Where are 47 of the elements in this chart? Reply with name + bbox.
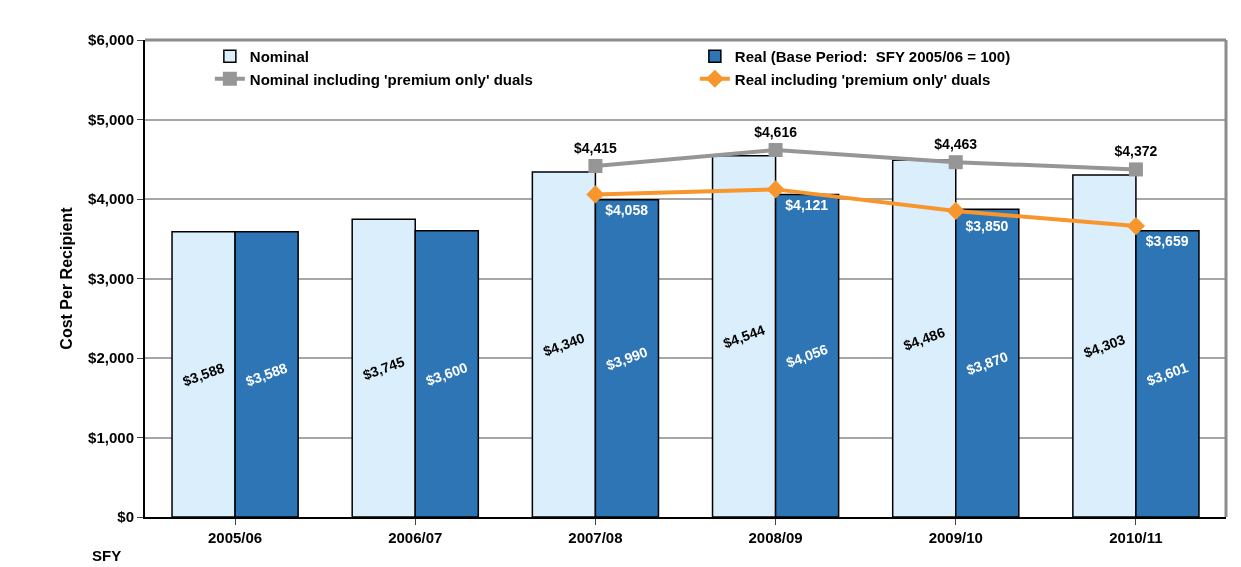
y-tick-label: $2,000 bbox=[88, 349, 134, 367]
data-label: $3,659 bbox=[1145, 233, 1189, 250]
point bbox=[1128, 162, 1143, 177]
x-axis-title: SFY bbox=[92, 547, 122, 564]
x-tick-label: 2007/08 bbox=[568, 529, 623, 546]
y-tick-label: $5,000 bbox=[88, 110, 134, 128]
point bbox=[586, 185, 605, 204]
y-tick-label: $3,000 bbox=[88, 269, 134, 287]
data-label: $3,588 bbox=[243, 359, 290, 390]
legend-label: Real including 'premium only' duals bbox=[734, 70, 991, 88]
y-tick-label: $0 bbox=[117, 508, 134, 526]
x-tick-label: 2005/06 bbox=[207, 529, 263, 546]
data-label: $4,056 bbox=[784, 340, 831, 371]
point bbox=[766, 180, 785, 199]
point bbox=[768, 143, 783, 158]
data-label: $4,058 bbox=[605, 201, 649, 218]
data-label: $3,990 bbox=[603, 343, 650, 374]
y-axis-title: Cost Per Recipient bbox=[57, 206, 75, 350]
data-label: $4,303 bbox=[1081, 331, 1128, 361]
data-label: $3,588 bbox=[180, 359, 227, 390]
y-tick-label: $6,000 bbox=[88, 31, 134, 49]
point bbox=[948, 155, 963, 170]
legend-label: Real (Base Period: SFY 2005/06 = 100) bbox=[734, 48, 1011, 66]
x-tick-label: 2009/10 bbox=[928, 529, 983, 546]
y-tick-label: $1,000 bbox=[88, 428, 134, 446]
legend-label: Nominal bbox=[249, 48, 310, 66]
data-label: $3,745 bbox=[360, 353, 407, 384]
y-tick-label: $4,000 bbox=[88, 190, 134, 208]
data-label: $3,870 bbox=[964, 348, 1011, 379]
data-label: $4,372 bbox=[1114, 143, 1158, 160]
x-tick-label: 2006/07 bbox=[388, 529, 443, 546]
x-tick-label: 2010/11 bbox=[1109, 529, 1163, 546]
data-label: $4,486 bbox=[901, 323, 948, 354]
data-label: $4,616 bbox=[754, 123, 798, 140]
data-label: $3,601 bbox=[1144, 358, 1191, 389]
data-label: $4,463 bbox=[934, 135, 978, 152]
data-label: $3,850 bbox=[965, 218, 1009, 235]
x-tick-label: 2008/09 bbox=[748, 529, 803, 546]
data-label: $3,600 bbox=[423, 359, 470, 389]
point bbox=[588, 159, 603, 174]
data-label: $4,544 bbox=[721, 321, 768, 352]
data-label: $4,415 bbox=[574, 139, 618, 156]
point bbox=[946, 201, 965, 221]
data-label: $4,340 bbox=[540, 329, 587, 360]
point bbox=[1126, 217, 1146, 236]
legend-label: Nominal including 'premium only' duals bbox=[249, 70, 533, 88]
data-label: $4,121 bbox=[785, 196, 829, 213]
